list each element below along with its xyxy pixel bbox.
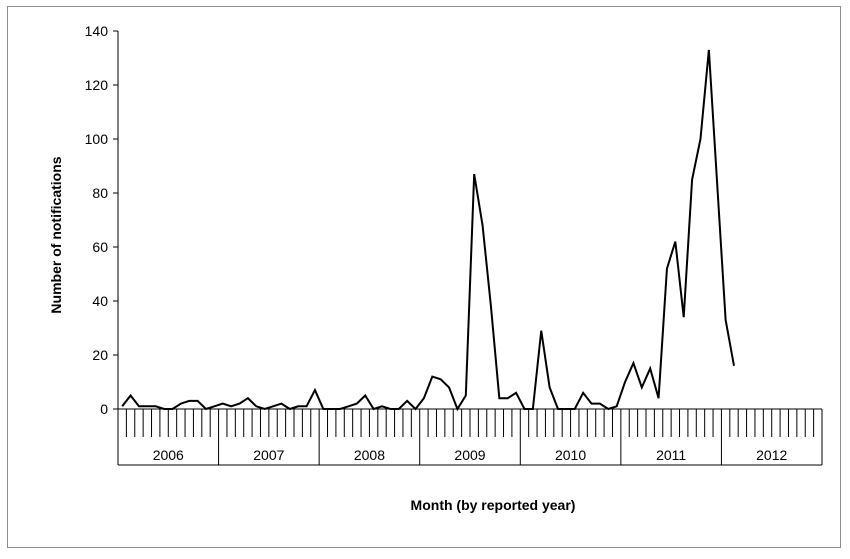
data-point xyxy=(515,392,517,394)
data-point xyxy=(171,408,173,410)
data-point xyxy=(373,408,375,410)
data-point xyxy=(130,395,132,397)
data-point xyxy=(540,330,542,332)
data-point xyxy=(146,405,148,407)
data-point xyxy=(440,378,442,380)
data-point xyxy=(213,405,215,407)
data-point xyxy=(599,403,601,405)
data-point xyxy=(306,405,308,407)
data-point xyxy=(280,403,282,405)
data-point xyxy=(406,400,408,402)
data-point xyxy=(473,173,475,175)
axes xyxy=(117,31,822,466)
data-point xyxy=(431,376,433,378)
data-point xyxy=(482,224,484,226)
year-label: 2012 xyxy=(756,447,787,463)
data-point xyxy=(155,405,157,407)
data-point xyxy=(699,138,701,140)
y-tick-label: 60 xyxy=(92,239,108,255)
data-point xyxy=(691,179,693,181)
data-point xyxy=(624,381,626,383)
data-point xyxy=(255,405,257,407)
y-axis-title: Number of notifications xyxy=(48,156,64,313)
data-point xyxy=(641,386,643,388)
data-point xyxy=(239,403,241,405)
data-point xyxy=(490,305,492,307)
chart-frame xyxy=(7,6,841,548)
data-point xyxy=(591,403,593,405)
data-point xyxy=(423,397,425,399)
data-point xyxy=(725,319,727,321)
data-point xyxy=(381,405,383,407)
data-point xyxy=(272,405,274,407)
data-point xyxy=(163,408,165,410)
year-label: 2010 xyxy=(555,447,586,463)
year-label: 2009 xyxy=(454,447,485,463)
data-point xyxy=(121,405,123,407)
year-label: 2006 xyxy=(153,447,184,463)
data-point xyxy=(498,397,500,399)
x-axis-year-labels: 2006 2007 2008 2009 2010 2011 2012 xyxy=(153,447,788,463)
data-point xyxy=(523,408,525,410)
data-point xyxy=(297,405,299,407)
y-tick-label: 0 xyxy=(100,401,108,417)
data-point xyxy=(616,405,618,407)
y-axis-ticks: 0 20 40 60 80 100 120 140 xyxy=(85,23,118,417)
data-point xyxy=(649,368,651,370)
data-point xyxy=(683,316,685,318)
data-point xyxy=(607,408,609,410)
data-point xyxy=(549,386,551,388)
y-tick-label: 80 xyxy=(92,185,108,201)
data-point xyxy=(733,365,735,367)
data-point xyxy=(264,408,266,410)
data-point xyxy=(582,392,584,394)
y-tick-label: 20 xyxy=(92,347,108,363)
data-point xyxy=(507,397,509,399)
data-point xyxy=(565,408,567,410)
data-point xyxy=(666,268,668,270)
series-layer xyxy=(121,49,735,412)
notifications-series-line xyxy=(121,49,735,412)
data-point xyxy=(632,362,634,364)
data-point xyxy=(247,397,249,399)
data-point xyxy=(716,184,718,186)
data-point xyxy=(230,405,232,407)
data-point xyxy=(339,408,341,410)
y-tick-label: 120 xyxy=(85,77,109,93)
data-point xyxy=(448,386,450,388)
data-point xyxy=(197,400,199,402)
data-point xyxy=(465,395,467,397)
data-point xyxy=(456,408,458,410)
x-axis-month-ticks xyxy=(117,409,823,465)
y-tick-label: 140 xyxy=(85,23,109,39)
data-point xyxy=(658,397,660,399)
y-tick-label: 100 xyxy=(85,131,109,147)
x-axis-title: Month (by reported year) xyxy=(411,497,576,513)
data-point xyxy=(557,408,559,410)
data-point xyxy=(322,408,324,410)
data-point xyxy=(188,400,190,402)
data-point xyxy=(289,408,291,410)
data-point xyxy=(138,405,140,407)
data-point xyxy=(415,408,417,410)
data-point xyxy=(356,403,358,405)
data-point xyxy=(364,395,366,397)
data-point xyxy=(347,405,349,407)
data-point xyxy=(674,241,676,243)
year-label: 2007 xyxy=(253,447,284,463)
data-point xyxy=(331,408,333,410)
y-tick-label: 40 xyxy=(92,293,108,309)
data-point xyxy=(314,389,316,391)
year-label: 2008 xyxy=(354,447,385,463)
year-label: 2011 xyxy=(656,447,686,463)
data-point xyxy=(708,49,710,51)
data-point xyxy=(532,408,534,410)
data-point xyxy=(389,408,391,410)
data-point xyxy=(222,403,224,405)
data-point xyxy=(205,408,207,410)
data-point xyxy=(574,408,576,410)
data-point xyxy=(180,403,182,405)
data-point xyxy=(398,408,400,410)
